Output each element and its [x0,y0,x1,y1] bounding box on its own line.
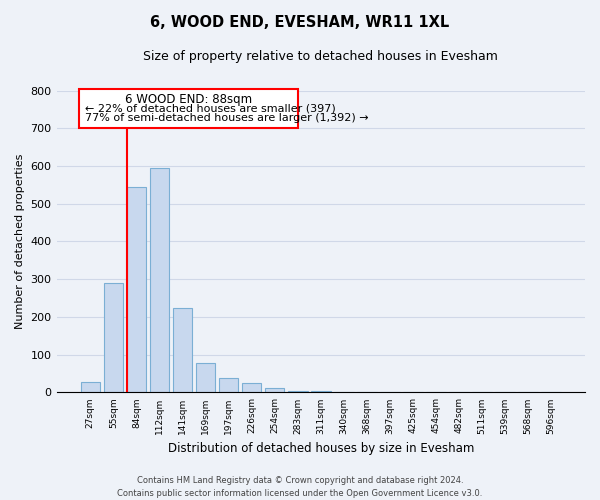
Text: ← 22% of detached houses are smaller (397): ← 22% of detached houses are smaller (39… [85,104,335,114]
Bar [196,363,215,392]
Bar [288,390,308,392]
Bar [149,168,169,392]
FancyBboxPatch shape [79,88,298,128]
Y-axis label: Number of detached properties: Number of detached properties [15,154,25,329]
X-axis label: Distribution of detached houses by size in Evesham: Distribution of detached houses by size … [167,442,474,455]
Title: Size of property relative to detached houses in Evesham: Size of property relative to detached ho… [143,50,498,63]
Bar [104,283,123,393]
Bar [242,383,262,392]
Bar [173,308,193,392]
Text: 6, WOOD END, EVESHAM, WR11 1XL: 6, WOOD END, EVESHAM, WR11 1XL [151,15,449,30]
Bar [80,382,100,392]
Bar [311,390,331,392]
Text: Contains HM Land Registry data © Crown copyright and database right 2024.
Contai: Contains HM Land Registry data © Crown c… [118,476,482,498]
Bar [127,187,146,392]
Text: 6 WOOD END: 88sqm: 6 WOOD END: 88sqm [125,93,252,106]
Bar [265,388,284,392]
Bar [219,378,238,392]
Text: 77% of semi-detached houses are larger (1,392) →: 77% of semi-detached houses are larger (… [85,113,368,123]
